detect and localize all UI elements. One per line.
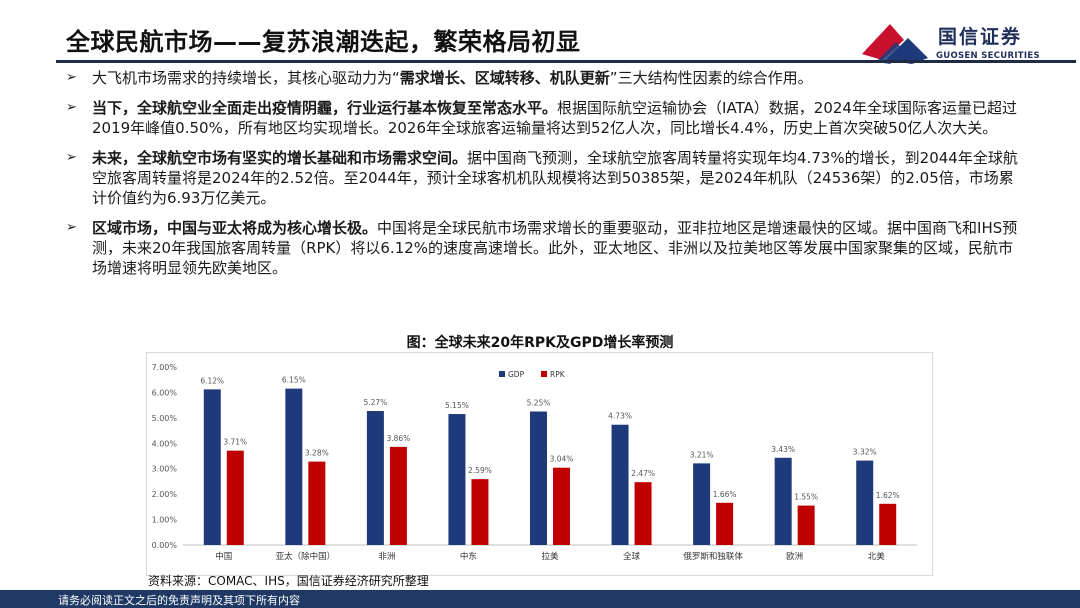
gdp-value-label: 5.27% xyxy=(363,398,387,407)
gdp-value-label: 6.12% xyxy=(200,376,224,385)
rpk-bar xyxy=(634,482,652,545)
category-label: 全球 xyxy=(623,551,641,562)
bullet-highlight: 需求增长、区域转移、机队更新 xyxy=(399,69,610,87)
gdp-value-label: 3.21% xyxy=(690,450,714,459)
y-tick-label: 3.00% xyxy=(152,465,178,474)
rpk-bar xyxy=(389,446,407,545)
rpk-value-label: 1.66% xyxy=(713,490,737,499)
source-note: 资料来源：COMAC、IHS，国信证券经济研究所整理 xyxy=(148,574,429,588)
gdp-value-label: 3.43% xyxy=(771,445,795,454)
logo-text-cn: 国信证券 xyxy=(938,26,1023,48)
arrow-bullet-icon: ➢ xyxy=(66,220,77,235)
bullet-list: ➢ 大飞机市场需求的持续增长，其核心驱动力为“需求增长、区域转移、机队更新”三大… xyxy=(66,68,1026,288)
category-label: 俄罗斯和独联体 xyxy=(683,551,743,562)
rpk-value-label: 2.59% xyxy=(468,466,492,475)
y-tick-label: 1.00% xyxy=(152,516,178,525)
arrow-bullet-icon: ➢ xyxy=(66,150,77,165)
rpk-value-label: 1.55% xyxy=(794,493,818,502)
chart-title: 图：全球未来20年RPK及GPD增长率预测 xyxy=(406,335,674,351)
bullet-item: ➢ 大飞机市场需求的持续增长，其核心驱动力为“需求增长、区域转移、机队更新”三大… xyxy=(66,68,1026,88)
gdp-bar xyxy=(693,463,711,545)
rpk-value-label: 3.28% xyxy=(305,449,329,458)
bullet-item: ➢ 当下，全球航空业全面走出疫情阴霾，行业运行基本恢复至常态水平。根据国际航空运… xyxy=(66,98,1026,138)
y-tick-label: 2.00% xyxy=(152,490,178,499)
gdp-value-label: 5.15% xyxy=(445,401,469,410)
gdp-value-label: 4.73% xyxy=(608,412,632,421)
gdp-value-label: 5.25% xyxy=(527,399,551,408)
legend-swatch-gdp xyxy=(499,371,505,377)
y-tick-label: 4.00% xyxy=(152,439,178,448)
page-title: 全球民航市场——复苏浪潮迭起，繁荣格局初显 xyxy=(66,28,581,56)
arrow-bullet-icon: ➢ xyxy=(66,100,77,115)
gdp-value-label: 6.15% xyxy=(282,376,306,385)
rpk-value-label: 2.47% xyxy=(631,469,655,478)
rpk-value-label: 3.04% xyxy=(550,455,574,464)
y-tick-label: 5.00% xyxy=(152,414,178,423)
guosen-logo: 国信证券 GUOSEN SECURITIES xyxy=(856,16,1076,66)
gdp-bar xyxy=(366,410,384,545)
gdp-value-label: 3.32% xyxy=(853,448,877,457)
category-label: 中国 xyxy=(215,551,232,562)
category-label: 非洲 xyxy=(378,551,395,562)
rpk-bar xyxy=(879,503,897,545)
rpk-bar xyxy=(308,461,326,545)
rpk-bar xyxy=(553,467,570,545)
logo-text-en: GUOSEN SECURITIES xyxy=(936,51,1040,61)
rpk-bar xyxy=(226,450,244,545)
gdp-bar xyxy=(203,389,221,545)
bullet-item: ➢ 区域市场，中国与亚太将成为核心增长极。中国将是全球民航市场需求增长的重要驱动… xyxy=(66,218,1026,278)
rpk-value-label: 3.71% xyxy=(223,438,247,447)
category-label: 中东 xyxy=(460,551,477,562)
gdp-bar xyxy=(774,457,792,545)
legend-label: GDP xyxy=(508,370,525,379)
rpk-value-label: 3.86% xyxy=(386,434,410,443)
gdp-bar xyxy=(448,414,466,545)
logo-mark-icon xyxy=(862,24,928,64)
category-label: 欧洲 xyxy=(786,551,803,562)
footer-bar: 请务必阅读正文之后的免责声明及其项下所有内容 xyxy=(0,590,1080,608)
y-tick-label: 6.00% xyxy=(152,388,178,397)
bullet-lead: 当下，全球航空业全面走出疫情阴霾，行业运行基本恢复至常态水平。 xyxy=(92,99,558,117)
chart-frame: 0.00% 1.00% 2.00% 3.00% 4.00% 5.00% 6.00% 7.00%… xyxy=(146,352,933,576)
footer-disclaimer: 请务必阅读正文之后的免责声明及其项下所有内容 xyxy=(58,594,300,607)
legend-label: RPK xyxy=(550,370,566,379)
bullet-item: ➢ 未来，全球航空市场有坚实的增长基础和市场需求空间。据中国商飞预测，全球航空旅… xyxy=(66,148,1026,208)
y-tick-label: 7.00% xyxy=(152,363,178,372)
rpk-bar xyxy=(797,505,815,545)
bar-chart: 0.00% 1.00% 2.00% 3.00% 4.00% 5.00% 6.00% 7.00%… xyxy=(152,363,917,562)
legend-swatch-rpk xyxy=(541,371,547,377)
bullet-lead: 未来，全球航空市场有坚实的增长基础和市场需求空间。 xyxy=(92,149,468,167)
rpk-bar xyxy=(471,479,489,545)
bullet-text: 中国将是全球民航市场需求增长的重要驱动，亚非拉地区是增速最快的区域。据中国商飞和… xyxy=(92,219,1018,277)
rpk-bar xyxy=(716,502,734,545)
title-divider xyxy=(56,60,1076,63)
bullet-text: 根据国际航空运输协会（IATA）数据，2024年全球国际客运量已超过2019年峰… xyxy=(92,99,1017,137)
y-tick-label: 0.00% xyxy=(152,541,178,550)
bullet-lead: 区域市场，中国与亚太将成为核心增长极。 xyxy=(92,219,378,237)
category-label: 北美 xyxy=(868,551,886,562)
gdp-bar xyxy=(856,460,874,545)
gdp-bar xyxy=(530,411,547,545)
arrow-bullet-icon: ➢ xyxy=(66,70,77,85)
category-label: 拉美 xyxy=(541,551,559,562)
gdp-bar xyxy=(285,388,303,545)
bullet-text: 据中国商飞预测，全球航空旅客周转量将实现年均4.73%的增长，到2044年全球航… xyxy=(92,149,1018,207)
rpk-value-label: 1.62% xyxy=(876,491,900,500)
gdp-bar xyxy=(611,424,629,545)
category-label: 亚太（除中国） xyxy=(276,551,336,562)
bullet-text-end: ”三大结构性因素的综合作用。 xyxy=(609,69,813,87)
bullet-text: 大飞机市场需求的持续增长，其核心驱动力为“ xyxy=(92,69,400,87)
